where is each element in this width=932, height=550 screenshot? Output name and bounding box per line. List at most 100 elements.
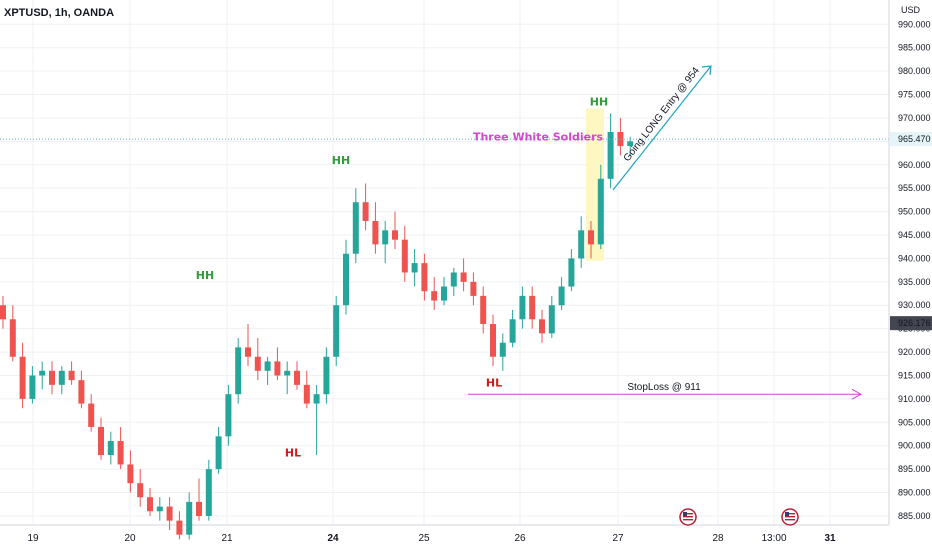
time-tick-label: 28 [712,533,724,544]
candle-body [313,394,320,404]
candle-body [548,305,555,334]
marker-price-tag-text: 926.176 [898,318,931,328]
flag-canton [785,512,789,516]
flag-stripe [785,516,795,518]
annotation-label: Three White Soldiers [473,131,604,144]
flag-stripe [683,513,693,515]
candle-body [352,202,359,254]
candle-body [441,286,447,301]
time-tick-label: 25 [418,533,430,544]
price-tick-label: 955.000 [898,183,931,193]
candle-body [196,501,202,516]
candle-body [470,281,477,296]
candle-body [333,305,340,357]
candle-body [294,370,300,385]
annotation-label: HH [196,269,214,282]
price-tick-label: 985.000 [898,43,931,53]
candle-body [372,220,379,245]
annotation-label: HH [332,154,350,167]
time-tick-label: 31 [824,533,836,544]
annotation-label: HL [486,377,502,390]
candle-body [68,370,75,381]
flag-stripe [785,513,795,515]
price-tick-label: 885.000 [898,511,931,521]
annotation-label: HH [590,96,608,109]
flag-stripe [683,519,693,521]
price-tick-label: 945.000 [898,230,931,240]
economic-events[interactable] [679,508,799,526]
candle-body [117,441,124,465]
grid [0,0,889,526]
price-tick-label: 915.000 [898,370,931,380]
candle-body [107,441,114,456]
candle-body [431,291,438,301]
stoploss-arrow-head [851,388,863,400]
candle-body [39,370,46,376]
us-event-flag-icon [679,508,697,526]
annotations: HH HL HH HL HH Three White Soldiers StopLoss @… [196,65,863,460]
time-tick-label: 26 [514,533,526,544]
price-tick-label: 910.000 [898,394,931,404]
candles [0,113,634,540]
price-tick-label: 940.000 [898,253,931,263]
price-axis[interactable]: USD 885.000 890.000 895.000 900.000 905.000 91… [888,0,932,525]
price-tick-label: 930.000 [898,300,931,310]
candle-body [49,370,55,385]
candle-body [274,361,281,376]
candle-body [205,469,212,516]
candle-body [411,263,418,273]
price-tick-label: 990.000 [898,19,931,29]
candle-body [127,464,134,484]
candle-body [588,230,594,245]
price-tick-label: 920.000 [898,347,931,357]
candle-body [98,426,104,456]
entry-label: Going LONG Entry @ 954 [622,65,703,164]
marker-price-tag [890,316,932,331]
flag-stripe [683,516,693,518]
time-tick-label: 24 [327,533,339,544]
price-tick-label: 975.000 [898,90,931,100]
candle-body [19,356,26,399]
candle-body [264,361,271,371]
entry-arrow-line [612,65,712,191]
candle-body [499,342,506,357]
candle-body [519,295,526,320]
candle-body [558,286,565,306]
candle-body [186,501,193,535]
price-tick-label: 890.000 [898,488,931,498]
candle-body [343,253,349,306]
current-price-tag [890,132,932,147]
candle-body [509,319,516,343]
time-tick-label: 21 [221,533,233,544]
candle-body [254,356,261,371]
price-tick-label: 900.000 [898,441,931,451]
candle-body [578,230,585,259]
candle-body [627,141,634,147]
candle-body [176,520,183,535]
candle-body [166,506,173,521]
flag-canton [683,512,687,516]
candle-body [607,131,614,179]
candle-body [225,394,232,437]
candle-body [88,403,95,427]
candle-body [137,483,144,498]
candle-body [0,305,6,320]
candle-body [382,230,389,245]
candle-body [617,131,624,147]
annotation-label: HL [285,447,301,460]
candle-body [392,230,398,240]
candle-body [235,347,242,395]
candle-body [421,263,428,292]
candle-body [362,202,369,221]
time-tick-label: 20 [124,533,136,544]
currency-label: USD [901,5,921,15]
symbol-header: XPTUSD, 1h, OANDA [4,7,115,19]
stoploss-label: StopLoss @ 911 [627,382,701,393]
candle-body [460,272,467,282]
time-tick-label: 13:00 [761,533,786,544]
time-axis[interactable]: 19 20 21 24 25 26 27 28 13:00 31 [27,533,836,544]
candle-body [156,506,163,512]
candle-body [215,436,222,470]
entry-arrow-head [701,65,712,76]
